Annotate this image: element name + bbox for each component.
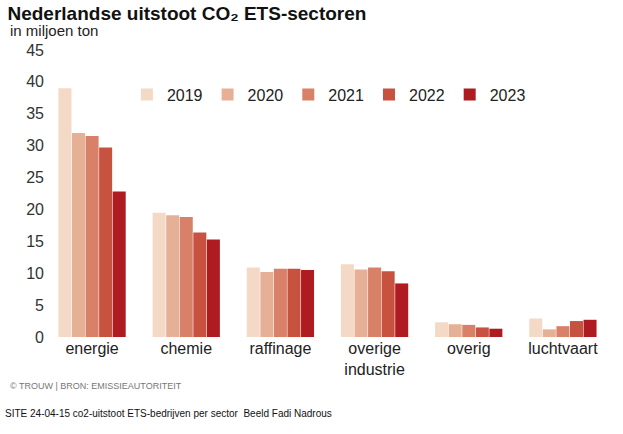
svg-text:2020: 2020: [248, 87, 284, 104]
svg-text:chemie: chemie: [160, 340, 212, 357]
svg-text:Nederlandse uitstoot CO₂ ETS-s: Nederlandse uitstoot CO₂ ETS-sectoren: [7, 3, 366, 24]
svg-text:energie: energie: [65, 340, 118, 357]
svg-text:20: 20: [26, 201, 44, 218]
svg-text:15: 15: [26, 233, 44, 250]
svg-text:40: 40: [26, 73, 44, 90]
svg-text:2021: 2021: [328, 87, 364, 104]
svg-text:raffinage: raffinage: [249, 340, 311, 357]
svg-text:10: 10: [26, 265, 44, 282]
svg-text:luchtvaart: luchtvaart: [528, 340, 598, 357]
svg-text:35: 35: [26, 105, 44, 122]
svg-text:0: 0: [35, 329, 44, 346]
svg-text:30: 30: [26, 137, 44, 154]
svg-text:overigeindustrie: overigeindustrie: [344, 340, 405, 378]
svg-text:SITE 24-04-15 co2-uitstoot ETS: SITE 24-04-15 co2-uitstoot ETS-bedrijven…: [5, 408, 332, 419]
svg-text:45: 45: [26, 42, 44, 59]
svg-text:in miljoen ton: in miljoen ton: [10, 22, 98, 39]
svg-text:5: 5: [35, 297, 44, 314]
svg-text:© TROUW | BRON: EMISSIEAUTORIT: © TROUW | BRON: EMISSIEAUTORITEIT: [10, 381, 182, 391]
svg-text:25: 25: [26, 169, 44, 186]
svg-text:overig: overig: [447, 340, 491, 357]
svg-text:2023: 2023: [490, 87, 526, 104]
svg-text:2019: 2019: [167, 87, 203, 104]
svg-text:2022: 2022: [409, 87, 445, 104]
